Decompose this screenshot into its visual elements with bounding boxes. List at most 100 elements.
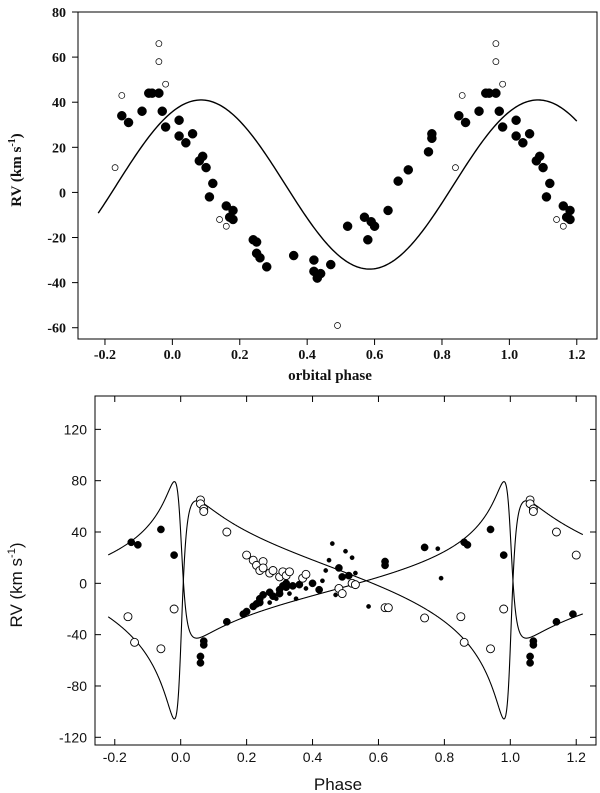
bottom-point-open (420, 613, 430, 623)
bottom-point-filled-small (267, 600, 273, 605)
bottom-point-filled-large (338, 573, 347, 581)
bottom-point-filled-small (438, 575, 444, 581)
bottom-point-filled-small (366, 604, 371, 609)
bottom-point-open (268, 566, 278, 575)
top-point-filled (518, 138, 528, 148)
bottom-point-open (337, 589, 347, 599)
top-point-filled (228, 205, 238, 216)
top-point-open (559, 222, 567, 230)
bottom-x-tick-label: 0.0 (171, 749, 191, 765)
top-point-open (499, 80, 506, 88)
bottom-y-tick-label: 0 (79, 575, 87, 591)
top-point-filled (497, 122, 508, 132)
top-point-filled (454, 110, 464, 121)
top-x-tick-label: 0.6 (366, 348, 384, 363)
top-point-filled (326, 259, 336, 270)
top-y-tick-label: -60 (47, 322, 66, 337)
bottom-fit-curves-layer (107, 481, 584, 720)
top-point-filled (181, 138, 191, 148)
top-point-filled (363, 235, 373, 245)
top-point-filled (228, 214, 238, 225)
top-y-tick-label: -20 (47, 232, 66, 247)
bottom-point-filled-large (486, 525, 495, 534)
bottom-point-open (350, 580, 360, 590)
top-y-label-main: RV (km s (9, 146, 25, 206)
top-point-filled (359, 212, 370, 222)
bottom-point-open (156, 644, 166, 654)
top-point-open (553, 216, 560, 223)
top-y-tick-label: 60 (52, 51, 66, 66)
top-point-filled (251, 237, 262, 247)
top-y-tick-label: 80 (52, 6, 66, 21)
top-point-open (452, 164, 459, 171)
top-point-filled (201, 162, 211, 173)
top-point-open (162, 80, 169, 88)
bottom-point-open (222, 527, 232, 537)
top-point-filled (261, 262, 272, 272)
top-point-filled (534, 151, 545, 162)
top-point-filled (565, 214, 575, 225)
top-y-tick-label: 20 (52, 141, 66, 156)
bottom-point-filled-small (326, 557, 332, 563)
bottom-point-filled-large (569, 610, 577, 618)
top-y-tick-label: -40 (47, 277, 66, 292)
bottom-point-filled-small (287, 591, 292, 596)
bottom-point-open (383, 603, 393, 613)
top-point-open (222, 222, 230, 230)
top-x-tick-label: 0.8 (433, 348, 451, 363)
bottom-point-filled-large (170, 551, 178, 559)
top-point-filled (174, 131, 184, 141)
bottom-point-filled-large (255, 598, 264, 607)
top-point-filled (197, 151, 208, 162)
top-y-label-close: ) (9, 133, 25, 138)
top-point-filled (460, 117, 471, 128)
top-point-filled (545, 178, 555, 189)
top-point-filled (160, 122, 171, 132)
bottom-point-filled-large (308, 579, 317, 588)
top-x-tick-label: 0.2 (231, 348, 249, 363)
top-point-filled (221, 201, 232, 211)
top-axes-layer: -0.2 0.0 0.2 0.4 0.6 0.8 1.0 1.2 -60 -40 -20 0 20 40 6… (47, 6, 598, 363)
top-point-filled (288, 250, 299, 261)
bottom-point-filled-small (323, 568, 329, 573)
top-point-filled (565, 205, 575, 216)
top-point-filled (157, 106, 168, 116)
bottom-point-open (258, 563, 268, 573)
bottom-point-open (528, 507, 538, 516)
bottom-point-filled-large (463, 540, 472, 549)
top-point-open (492, 58, 500, 65)
bottom-point-filled-large (196, 659, 205, 667)
top-point-filled (315, 268, 326, 279)
top-point-open (458, 92, 466, 99)
top-point-filled (491, 88, 501, 98)
top-point-filled (393, 176, 403, 186)
bottom-point-filled-large (526, 652, 534, 661)
top-x-tick-label: -0.2 (94, 348, 116, 363)
bottom-point-filled-large (526, 659, 534, 667)
top-point-filled (524, 129, 535, 139)
top-y-axis-label: RV (km s-1) (7, 133, 25, 206)
bottom-y-tick-label: 40 (71, 524, 87, 540)
bottom-point-open (199, 507, 209, 516)
top-point-open (216, 216, 223, 223)
bottom-point-filled-large (242, 607, 251, 616)
bottom-point-filled-large (381, 557, 389, 566)
bottom-point-open (486, 644, 495, 654)
bottom-point-filled-large (127, 538, 136, 547)
top-panel-rv-orbital-phase: -0.2 0.0 0.2 0.4 0.6 0.8 1.0 1.2 -60 -40 -20 0 20 40 6… (7, 6, 598, 384)
top-x-tick-label: 0.4 (298, 348, 316, 363)
top-data-points-layer (111, 40, 575, 329)
bottom-plot-frame (94, 395, 597, 746)
bottom-point-filled-small (435, 546, 441, 552)
bottom-point-filled-large (157, 525, 165, 534)
bottom-x-axis-label: Phase (314, 775, 362, 793)
bottom-point-filled-large (196, 652, 205, 661)
bottom-point-open (571, 550, 581, 560)
top-plot-frame (77, 11, 598, 340)
bottom-y-tick-label: -40 (67, 627, 87, 643)
top-point-filled (137, 106, 147, 116)
bottom-component-2-curve (107, 500, 584, 720)
top-point-filled (187, 129, 198, 139)
bottom-point-open (499, 604, 509, 614)
